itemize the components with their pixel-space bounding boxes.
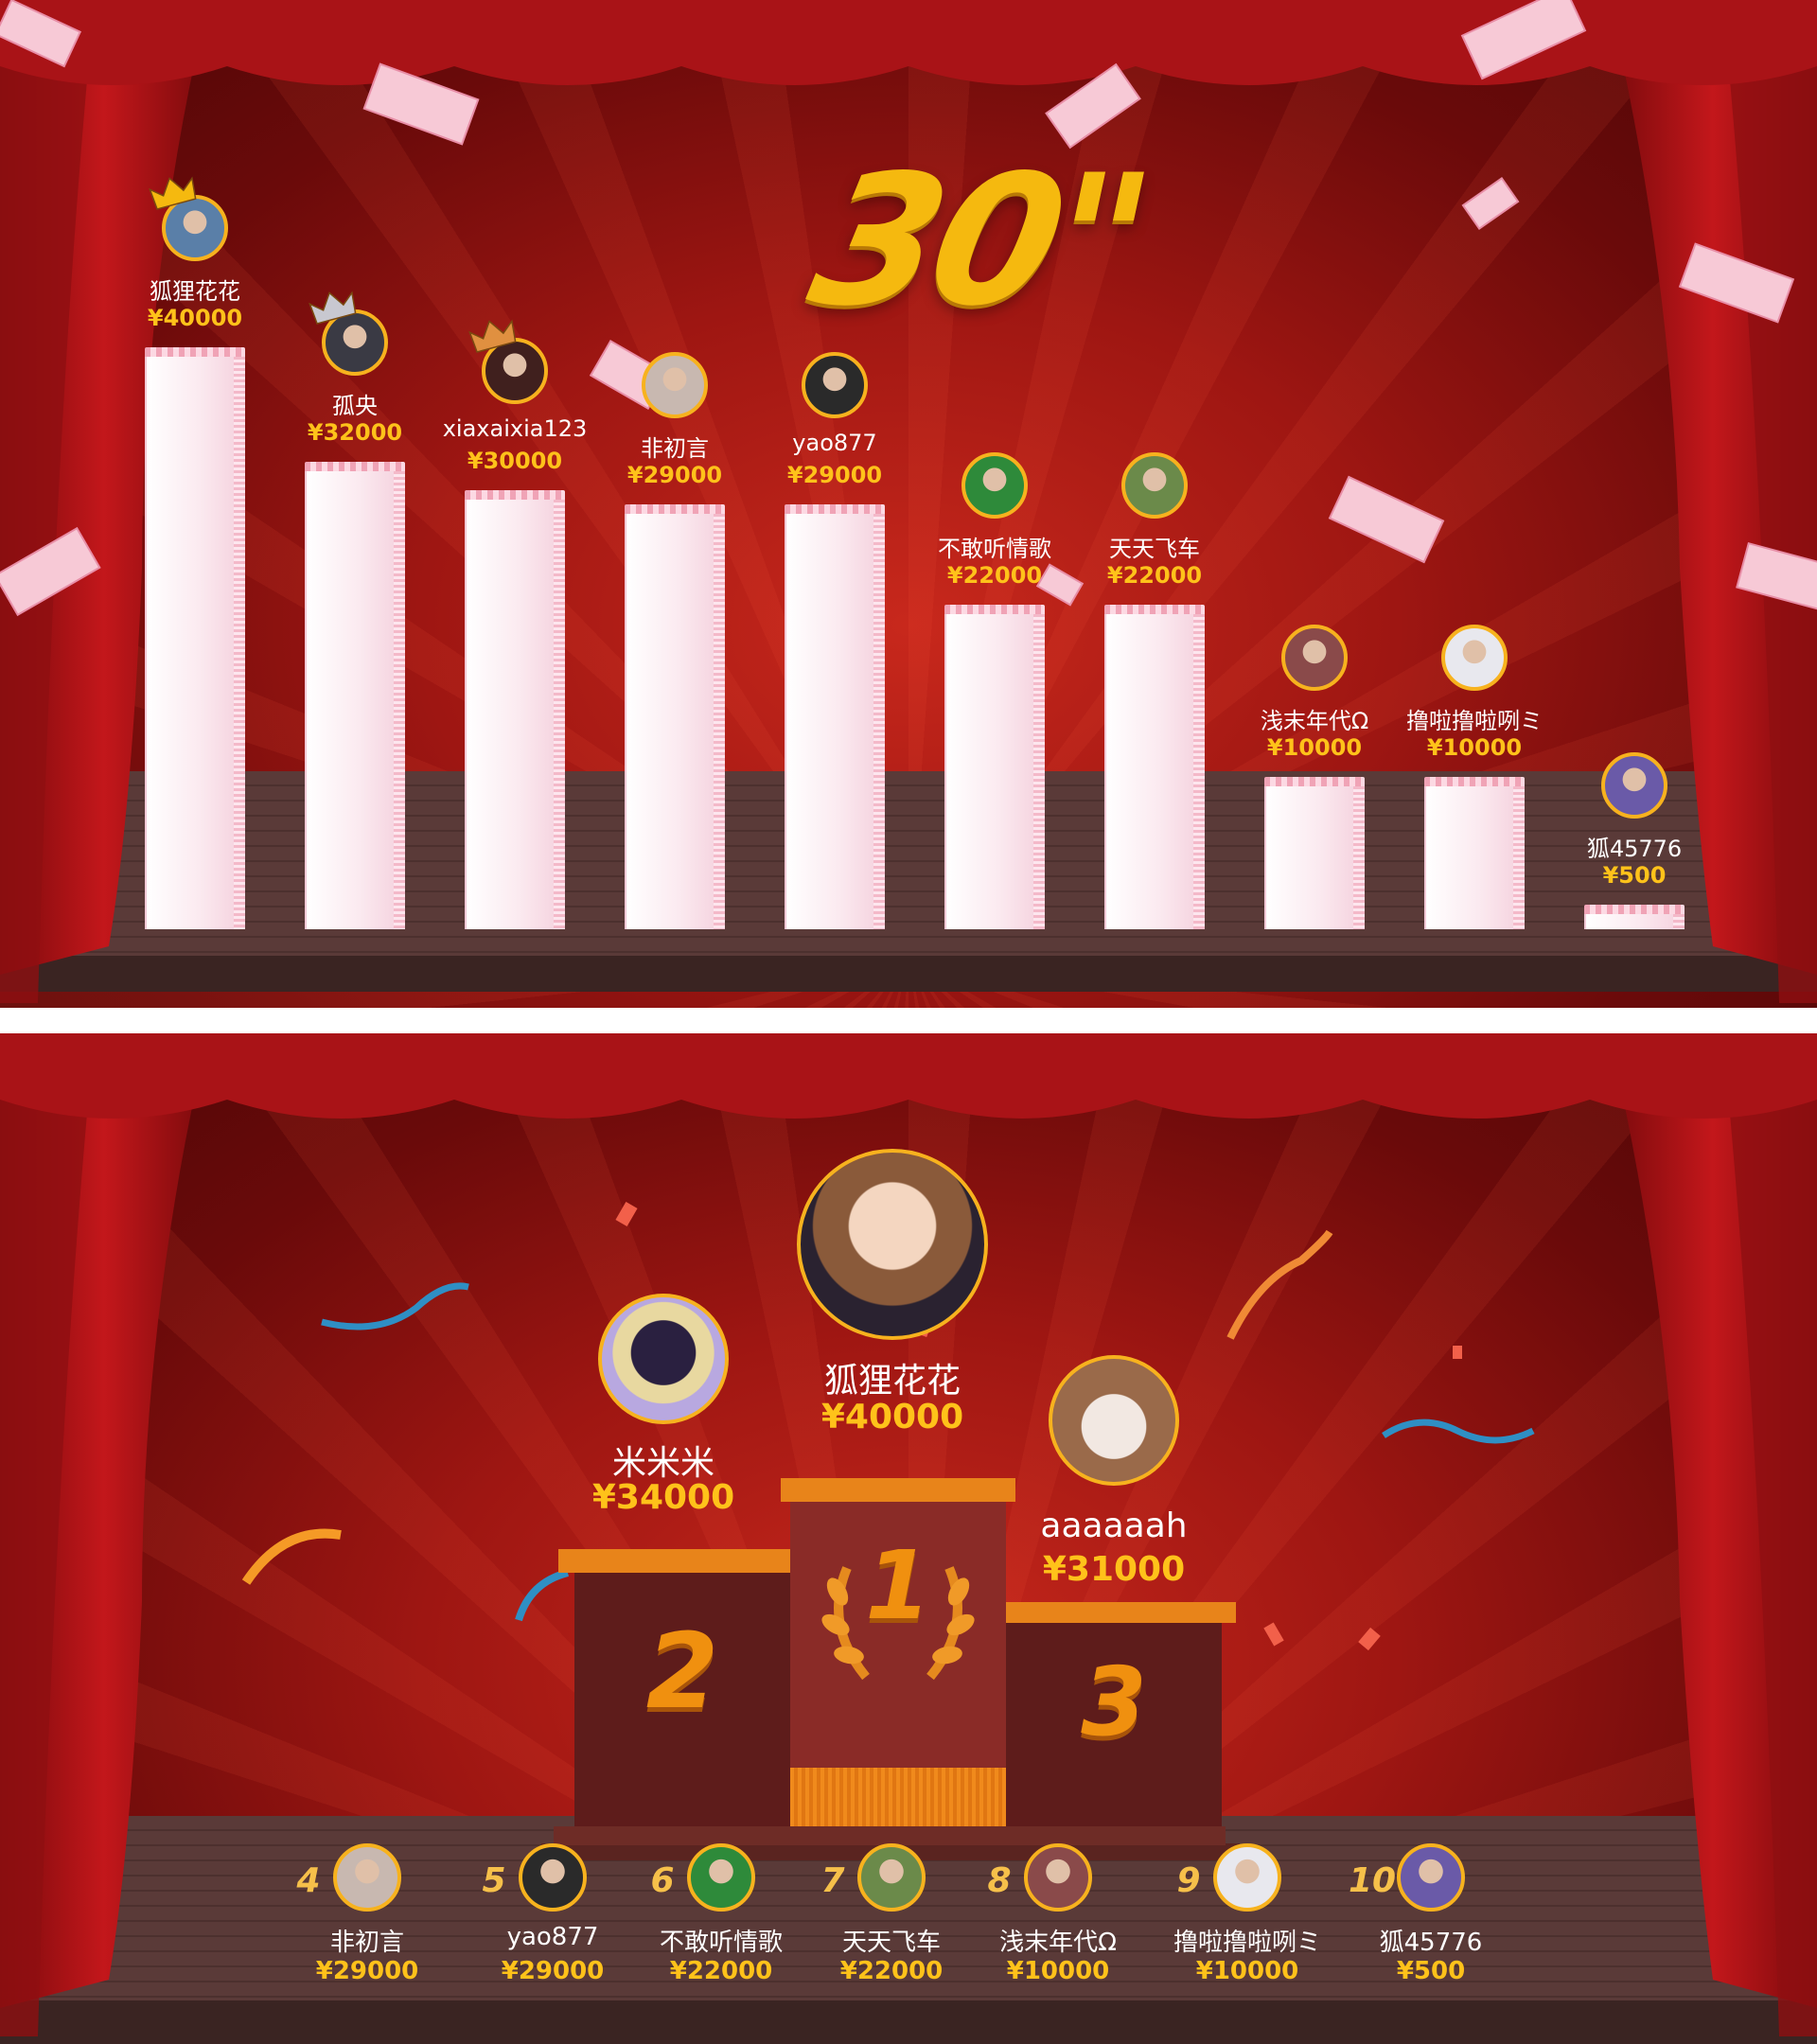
player-name: yao877 [506,1923,599,1951]
player-name: 天天飞车 [1109,536,1200,562]
third-place-avatar[interactable] [1049,1355,1179,1486]
player-amount: ¥500 [1602,862,1667,889]
gold-crown-icon [149,176,197,210]
player-name: 狐狸花花 [150,278,240,305]
player-amount: ¥22000 [946,562,1043,589]
player-avatar[interactable] [1441,625,1508,691]
rank-number: 10 [1348,1861,1397,1900]
player-amount: ¥22000 [839,1957,944,1985]
player-amount: ¥32000 [307,419,403,446]
panel-divider [0,1008,1817,1033]
laurel-wreath-icon [821,1566,975,1681]
bronze-crown-icon [468,319,517,353]
first-place-name: 狐狸花花 [823,1362,961,1401]
player-amount: ¥22000 [669,1957,773,1985]
player-avatar[interactable] [1281,625,1348,691]
silver-crown-icon [309,291,357,325]
podium-base-step [554,1826,1226,1845]
results-panel: 2 1 3 狐狸花花 ¥40 [0,1033,1817,2044]
player-amount: ¥29000 [501,1957,605,1985]
podium-second-top [558,1549,790,1573]
player-amount: ¥30000 [467,448,563,474]
player-avatar[interactable] [1213,1843,1281,1912]
player-amount: ¥500 [1396,1957,1466,1985]
place-number-1: 1 [865,1530,931,1641]
podium-first-stripe [790,1768,1006,1826]
player-name: 浅末年代Ω [1260,708,1369,734]
player-avatar[interactable] [961,452,1028,519]
countdown-timer: 30" [795,136,1161,345]
podium-first-block: 1 [790,1502,1006,1826]
player-name: 天天飞车 [841,1929,942,1957]
stage-floor-edge [0,956,1817,992]
player-avatar[interactable] [857,1843,926,1912]
player-avatar[interactable] [1121,452,1188,519]
player-amount: ¥10000 [1006,1957,1110,1985]
podium-third-block: 3 [1006,1623,1222,1826]
third-place-name: aaaaaah [1040,1507,1188,1545]
player-name: 撸啦撸啦咧ミ [1406,708,1543,734]
first-place-amount: ¥40000 [820,1398,964,1436]
player-name: 狐45776 [1379,1929,1483,1957]
rank-number: 4 [296,1861,321,1900]
curtains [0,0,1817,1003]
second-place-avatar[interactable] [598,1294,729,1424]
player-name: 撸啦撸啦咧ミ [1173,1929,1322,1957]
rank-number: 8 [987,1861,1012,1900]
place-number-3: 3 [1081,1647,1147,1757]
player-amount: ¥40000 [147,305,243,331]
place-number-2: 2 [645,1611,719,1732]
player-amount: ¥29000 [786,462,883,488]
player-name: 狐45776 [1586,836,1683,862]
player-name: yao877 [792,430,877,456]
player-name: 非初言 [641,435,709,462]
player-name: 不敢听情歌 [659,1929,784,1957]
player-name: 浅末年代Ω [999,1929,1117,1957]
curtains-and-confetti [0,1033,1817,2036]
player-avatar[interactable] [333,1843,401,1912]
podium-first-top [781,1478,1015,1502]
player-avatar[interactable] [642,352,708,418]
player-avatar[interactable] [1024,1843,1092,1912]
player-avatar[interactable] [519,1843,587,1912]
player-avatar[interactable] [802,352,868,418]
stage-floor-edge [0,2000,1817,2044]
third-place-amount: ¥31000 [1042,1550,1186,1589]
second-place-amount: ¥34000 [591,1478,735,1517]
player-avatar[interactable] [687,1843,755,1912]
player-amount: ¥29000 [626,462,723,488]
podium-second-block: 2 [574,1573,790,1826]
player-avatar[interactable] [162,195,228,261]
rank-number: 9 [1176,1861,1201,1900]
player-avatar[interactable] [1397,1843,1465,1912]
player-amount: ¥10000 [1195,1957,1299,1985]
second-place-name: 米米米 [611,1444,715,1483]
player-name: 不敢听情歌 [938,536,1051,562]
rank-number: 5 [482,1861,506,1900]
player-name: xiaxaixia123 [442,415,588,442]
player-amount: ¥10000 [1266,734,1363,761]
rank-number: 7 [820,1861,845,1900]
player-name: 非初言 [329,1929,405,1957]
player-amount: ¥22000 [1106,562,1203,589]
podium-third-top [1006,1602,1236,1623]
race-panel: 狐狸花花 ¥40000 孤央 ¥32000 xiaxaixia123 ¥30000 非初言 ¥… [0,0,1817,1008]
player-avatar[interactable] [1601,752,1667,819]
player-name: 孤央 [332,393,378,419]
rank-number: 6 [650,1861,675,1900]
first-place-avatar[interactable] [797,1149,988,1340]
player-amount: ¥10000 [1426,734,1523,761]
player-amount: ¥29000 [315,1957,419,1985]
